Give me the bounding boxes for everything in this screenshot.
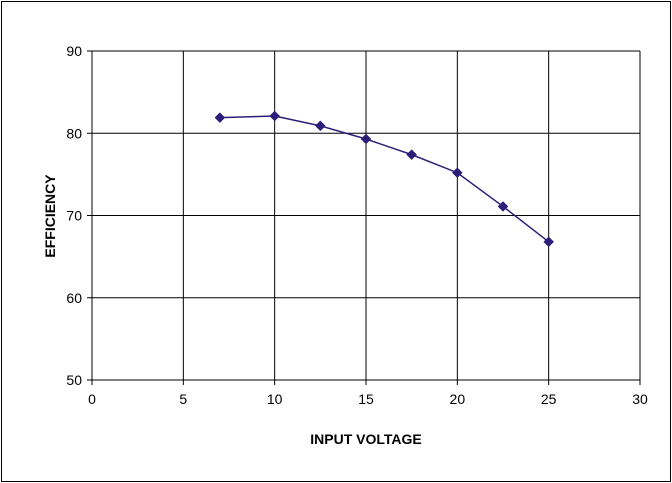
data-point bbox=[543, 236, 555, 248]
data-point bbox=[406, 149, 418, 160]
data-point bbox=[451, 167, 463, 179]
x-tick-label: 0 bbox=[88, 391, 96, 407]
tick-labels: 50 60 70 80 90 0 5 10 15 20 25 30 bbox=[66, 43, 648, 407]
data-point bbox=[497, 201, 509, 212]
series-line bbox=[219, 115, 550, 243]
y-tick-label: 50 bbox=[66, 372, 82, 388]
y-axis-title: EFFICIENCY bbox=[42, 174, 58, 258]
x-tick-label: 25 bbox=[541, 391, 557, 407]
y-tick-label: 60 bbox=[66, 290, 82, 306]
grid-lines bbox=[92, 50, 641, 380]
data-point bbox=[360, 133, 372, 145]
data-point bbox=[214, 112, 226, 123]
axes bbox=[87, 50, 641, 385]
x-tick-label: 10 bbox=[267, 391, 283, 407]
y-tick-label: 80 bbox=[66, 125, 82, 141]
x-tick-label: 15 bbox=[358, 391, 374, 407]
y-tick-label: 90 bbox=[66, 43, 82, 59]
x-tick-label: 20 bbox=[450, 391, 466, 407]
x-tick-label: 30 bbox=[632, 391, 648, 407]
data-point bbox=[269, 110, 281, 122]
series bbox=[214, 110, 555, 248]
x-axis-title: INPUT VOLTAGE bbox=[310, 431, 421, 447]
y-tick-label: 70 bbox=[66, 208, 82, 224]
data-point bbox=[314, 120, 326, 132]
x-tick-label: 5 bbox=[179, 391, 187, 407]
